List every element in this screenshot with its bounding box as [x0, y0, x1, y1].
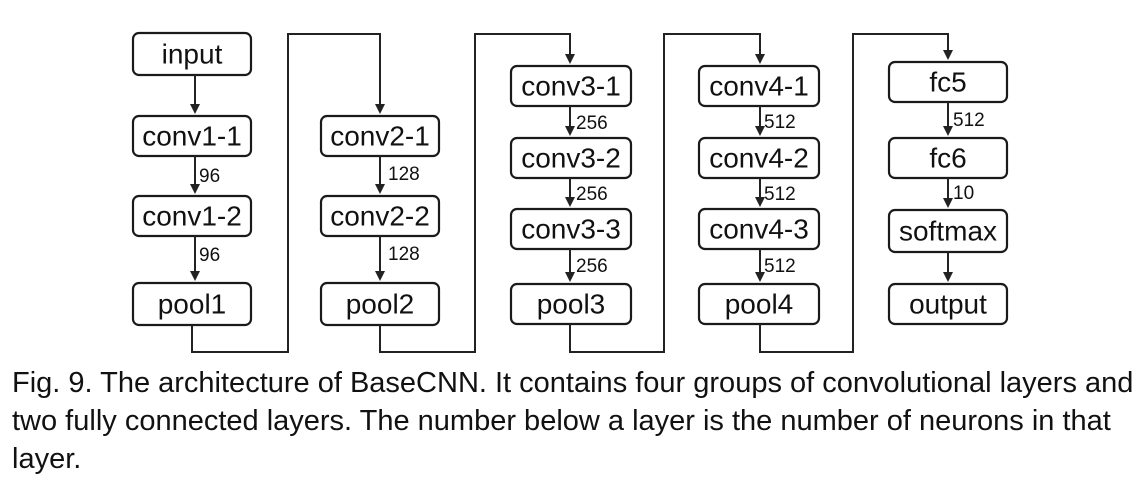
node-conv1-1: conv1-1 — [131, 114, 253, 158]
edge-label-conv4-1: 512 — [764, 112, 796, 133]
edge-label-fc5: 512 — [953, 110, 985, 131]
edge-label-conv1-2: 96 — [199, 245, 220, 266]
edge-label-conv3-1: 256 — [576, 113, 608, 134]
node-fc5: fc5 — [887, 60, 1009, 104]
node-conv2-1-label: conv2-1 — [330, 121, 430, 152]
node-conv1-1-box — [131, 114, 253, 158]
node-conv2-1: conv2-1 — [319, 114, 441, 158]
node-input-label: input — [162, 39, 223, 70]
node-conv1-2: conv1-2 — [131, 194, 253, 238]
node-input: input — [131, 31, 253, 77]
edge-label-conv1-1: 96 — [199, 166, 220, 187]
node-conv2-2-label: conv2-2 — [330, 201, 430, 232]
edge-label-conv4-3: 512 — [764, 256, 796, 277]
node-pool4-label: pool4 — [725, 289, 794, 320]
node-conv4-3: conv4-3 — [697, 207, 821, 251]
node-conv3-2-label: conv3-2 — [521, 143, 621, 174]
node-pool2-label: pool2 — [346, 289, 415, 320]
node-pool3: pool3 — [509, 282, 633, 326]
node-pool1: pool1 — [131, 281, 253, 327]
edge-label-conv2-2: 128 — [388, 244, 420, 265]
connector-pool3-conv4-1 — [569, 33, 765, 353]
node-conv3-1-label: conv3-1 — [521, 71, 621, 102]
connector-pool2-conv3-1 — [379, 33, 575, 353]
architecture-diagram: input conv1-1 96 conv1-2 96 pool1 conv2-… — [131, 31, 1009, 353]
node-pool2: pool2 — [319, 281, 441, 327]
node-conv4-1: conv4-1 — [697, 64, 821, 108]
edge-label-fc6: 10 — [953, 183, 974, 204]
node-conv4-3-label: conv4-3 — [709, 214, 809, 245]
node-conv3-3: conv3-3 — [509, 207, 633, 251]
node-softmax: softmax — [887, 208, 1009, 254]
node-fc5-label: fc5 — [929, 67, 966, 98]
edge-label-conv3-3: 256 — [576, 256, 608, 277]
node-conv1-2-box — [131, 194, 253, 238]
connector-pool1-conv2-1 — [191, 33, 385, 353]
edge-label-conv4-2: 512 — [764, 184, 796, 205]
node-pool1-label: pool1 — [158, 289, 227, 320]
node-pool3-label: pool3 — [537, 289, 606, 320]
node-output: output — [887, 282, 1009, 326]
node-conv2-2: conv2-2 — [319, 194, 441, 238]
node-pool4: pool4 — [697, 282, 821, 326]
node-conv1-1-label: conv1-1 — [142, 121, 242, 152]
figure-caption: Fig. 9. The architecture of BaseCNN. It … — [12, 367, 1134, 475]
node-conv3-1: conv3-1 — [509, 64, 633, 108]
connector-pool4-fc5 — [759, 33, 953, 353]
edge-label-conv3-2: 256 — [576, 184, 608, 205]
node-conv4-2: conv4-2 — [697, 136, 821, 180]
node-output-label: output — [909, 289, 987, 320]
node-conv3-2: conv3-2 — [509, 136, 633, 180]
node-conv4-1-label: conv4-1 — [709, 71, 809, 102]
node-conv1-2-label: conv1-2 — [142, 201, 242, 232]
node-fc6-label: fc6 — [929, 143, 966, 174]
node-conv4-2-label: conv4-2 — [709, 143, 809, 174]
node-conv3-3-label: conv3-3 — [521, 214, 621, 245]
node-output-box — [887, 282, 1009, 326]
edge-label-conv2-1: 128 — [388, 164, 420, 185]
node-softmax-label: softmax — [899, 216, 997, 247]
node-fc6: fc6 — [887, 136, 1009, 180]
node-input-box — [131, 31, 253, 77]
